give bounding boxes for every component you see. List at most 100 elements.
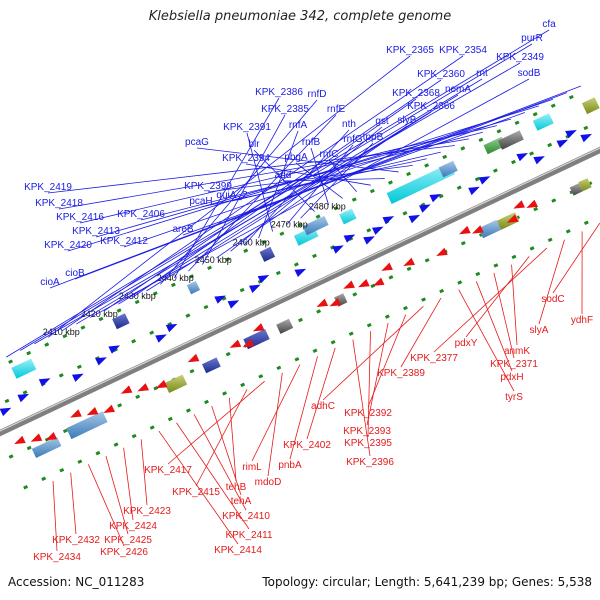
forward-gene-leader xyxy=(49,85,582,289)
track-dot xyxy=(276,365,282,371)
track-dot xyxy=(352,292,358,297)
reverse-gene-leader xyxy=(475,281,513,372)
forward-feature-block xyxy=(339,208,357,225)
track-dot xyxy=(532,112,538,117)
kbp-tick-label: 2410 kbp xyxy=(43,327,80,337)
reverse-gene-label-KPK_2415: KPK_2415 xyxy=(172,487,220,498)
forward-gene-arrow xyxy=(227,300,240,309)
forward-gene-label-rnfD: rnfD xyxy=(308,89,327,100)
track-dot xyxy=(41,476,47,481)
forward-gene-arrow xyxy=(429,194,442,203)
reverse-gene-leader xyxy=(352,339,371,457)
reverse-gene-leader xyxy=(367,331,371,438)
reverse-gene-leader xyxy=(493,272,515,359)
reverse-gene-arrow xyxy=(526,199,538,208)
reverse-gene-arrow xyxy=(436,247,448,256)
reverse-gene-arrow xyxy=(343,280,355,289)
kbp-tick-label: 2470 kbp xyxy=(271,219,308,229)
reverse-gene-leader xyxy=(267,372,283,477)
forward-gene-leader xyxy=(74,92,568,280)
track-dot xyxy=(275,270,281,276)
track-dot xyxy=(316,309,322,314)
reverse-gene-leader xyxy=(195,389,248,487)
track-dot xyxy=(58,373,64,378)
reverse-gene-leader xyxy=(167,380,265,465)
forward-gene-leader xyxy=(47,145,455,194)
forward-gene-label-cioA: cioA xyxy=(40,277,60,288)
track-dot xyxy=(135,394,141,400)
reverse-gene-label-KPK_2402: KPK_2402 xyxy=(283,440,331,451)
reverse-gene-label-anmK: anmK xyxy=(504,346,530,357)
reverse-gene-leader xyxy=(87,464,125,547)
track-dot xyxy=(113,442,119,447)
track-dot xyxy=(204,399,209,405)
reverse-gene-arrow xyxy=(229,339,242,348)
forward-gene-label-KPK_2391: KPK_2391 xyxy=(223,122,271,133)
genome-summary-label: Topology: circular; Length: 5,641,239 bp… xyxy=(262,575,592,589)
forward-gene-leader xyxy=(132,98,417,298)
forward-gene-leader xyxy=(200,158,427,208)
forward-gene-label-rnt: rnt xyxy=(476,68,488,79)
track-dot xyxy=(442,154,448,160)
forward-feature-block xyxy=(11,358,37,379)
track-dot xyxy=(23,485,29,490)
genome-backbone-highlight xyxy=(0,147,600,432)
kbp-tick-label: 2480 kbp xyxy=(309,201,346,211)
track-dot xyxy=(475,271,481,277)
reverse-gene-arrow xyxy=(358,279,370,288)
track-dot xyxy=(80,325,86,330)
track-dot xyxy=(185,408,191,413)
track-dot xyxy=(315,214,321,219)
reverse-gene-label-mdoD: mdoD xyxy=(255,477,282,488)
track-dot xyxy=(384,314,390,319)
forward-gene-label-KPK_2366: KPK_2366 xyxy=(407,101,455,112)
reverse-gene-arrow xyxy=(103,404,115,413)
track-dot xyxy=(131,433,137,439)
forward-gene-arrow xyxy=(372,226,384,235)
forward-gene-arrow xyxy=(516,153,528,162)
forward-gene-label-nemA: nemA xyxy=(445,84,471,95)
forward-gene-label-cfa: cfa xyxy=(542,19,556,30)
forward-gene-arrow xyxy=(533,156,545,165)
forward-gene-label-KPK_2349: KPK_2349 xyxy=(496,52,544,63)
reverse-gene-label-slyA: slyA xyxy=(530,325,549,336)
forward-gene-label-KPK_2420: KPK_2420 xyxy=(44,240,92,251)
reverse-gene-arrow xyxy=(252,323,265,332)
track-dot xyxy=(369,188,375,194)
track-dot xyxy=(424,258,430,263)
reverse-gene-label-KPK_2371: KPK_2371 xyxy=(490,359,538,370)
reverse-gene-arrow xyxy=(14,435,26,445)
reverse-gene-leader xyxy=(366,322,389,426)
forward-gene-arrow xyxy=(165,323,178,333)
forward-gene-label-gst: gst xyxy=(375,116,389,127)
forward-gene-label-KPK_2365: KPK_2365 xyxy=(386,45,434,56)
forward-gene-label-rnfG: rnfG xyxy=(343,134,363,145)
forward-gene-arrow xyxy=(155,334,167,343)
track-dot xyxy=(312,253,317,259)
reverse-gene-arrow xyxy=(120,385,133,394)
forward-gene-arrow xyxy=(249,284,261,293)
track-dot xyxy=(547,237,553,243)
track-dot xyxy=(366,322,372,328)
kbp-tick-label: 2460 kbp xyxy=(233,237,270,247)
reverse-gene-leader xyxy=(552,222,600,294)
reverse-gene-leader xyxy=(400,297,442,368)
reverse-gene-arrow xyxy=(372,277,385,286)
forward-gene-arrow xyxy=(95,357,107,366)
accession-label: Accession: NC_011283 xyxy=(8,575,145,589)
track-dot xyxy=(4,398,10,404)
track-dot xyxy=(98,316,104,322)
track-dot xyxy=(131,339,137,344)
track-dot xyxy=(514,120,520,125)
track-dot xyxy=(62,333,68,339)
track-dot xyxy=(258,374,264,379)
track-dot xyxy=(62,428,68,434)
track-dot xyxy=(149,330,155,335)
track-dot xyxy=(330,340,336,345)
reverse-gene-leader xyxy=(176,422,250,530)
reverse-gene-label-ydhF: ydhF xyxy=(571,315,593,326)
forward-gene-arrow xyxy=(419,204,431,213)
forward-gene-arrow xyxy=(343,234,356,243)
forward-gene-arrow xyxy=(468,186,480,196)
track-dot xyxy=(240,382,246,388)
